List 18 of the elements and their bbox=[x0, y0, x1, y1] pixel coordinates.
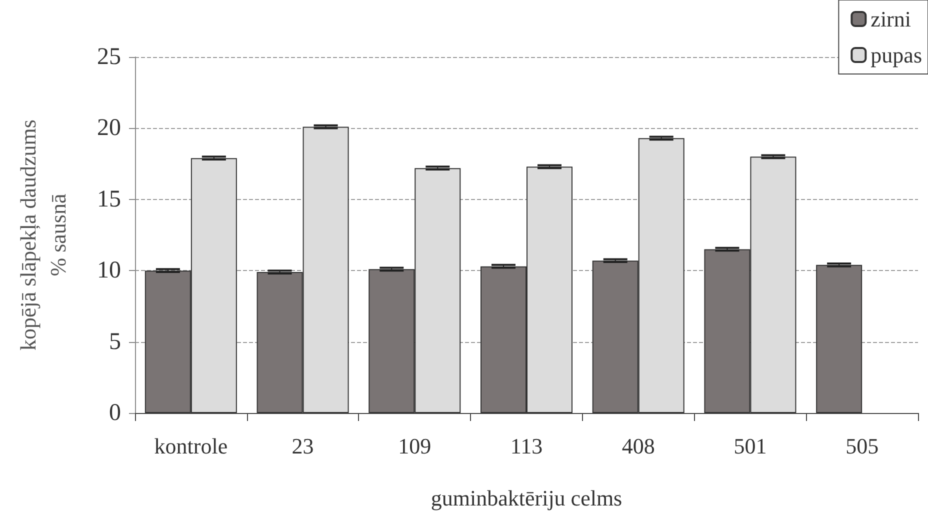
x-tick-label: 23 bbox=[292, 434, 314, 458]
x-tick-label: 408 bbox=[622, 434, 655, 458]
x-tick-label: 109 bbox=[398, 434, 432, 458]
y-tick-label: 15 bbox=[97, 186, 121, 212]
legend-label: pupas bbox=[870, 42, 922, 68]
y-tick-label: 20 bbox=[97, 115, 121, 142]
y-tick-label: 0 bbox=[109, 400, 121, 426]
x-tick-label: 501 bbox=[734, 434, 767, 458]
bar bbox=[816, 264, 862, 413]
x-tick-label: 505 bbox=[846, 434, 879, 458]
x-axis-title: guminbaktēriju celms bbox=[430, 486, 622, 510]
y-tick-label: 25 bbox=[97, 44, 121, 70]
y-axis-title: kopējā slāpekļa daudzums % sausnā bbox=[16, 120, 70, 350]
x-tick-label: kontrole bbox=[154, 434, 228, 458]
y-tick-label: 5 bbox=[109, 328, 121, 355]
y-tick-label: 10 bbox=[97, 258, 121, 284]
legend-label: zirni bbox=[870, 6, 911, 32]
x-tick-label: 113 bbox=[510, 434, 543, 458]
